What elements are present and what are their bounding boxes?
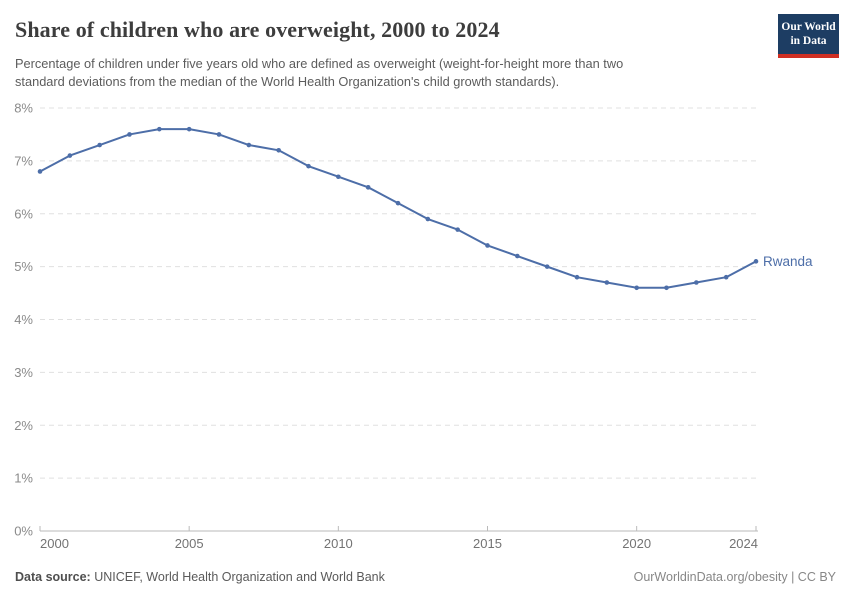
data-point-marker [515, 253, 520, 259]
chart-subtitle: Percentage of children under five years … [15, 56, 624, 90]
data-point-marker [485, 243, 490, 248]
data-point-marker [276, 148, 281, 153]
x-axis-tick-label: 2000 [40, 536, 69, 551]
data-point-marker [395, 200, 401, 206]
data-source-value: UNICEF, World Health Organization and Wo… [94, 570, 385, 584]
chart-footer: Data source: UNICEF, World Health Organi… [15, 570, 836, 584]
y-axis-tick-label: 8% [14, 101, 33, 116]
data-point-marker [634, 285, 639, 291]
y-axis-tick-label: 4% [14, 312, 33, 327]
y-axis-tick-label: 2% [14, 418, 33, 433]
data-source-note: Data source: UNICEF, World Health Organi… [15, 570, 385, 584]
y-axis-tick-label: 1% [14, 471, 33, 486]
x-axis-tick-label: 2024 [729, 536, 758, 551]
data-source-label: Data source: [15, 570, 91, 584]
data-point-marker [127, 132, 132, 137]
y-axis-tick-label: 7% [14, 153, 33, 168]
data-point-marker [37, 169, 43, 174]
owid-logo[interactable]: Our World in Data [778, 14, 839, 58]
chart-canvas: 0% 1% 2% 3% 4% 5% 6% 7% 8% 2000 2005 2010 2015 2020 20… [14, 101, 813, 552]
data-point-marker [574, 274, 580, 280]
data-point-marker [604, 280, 610, 285]
data-point-marker [186, 126, 192, 132]
owid-logo-line2: in Data [790, 35, 827, 48]
y-axis-tick-label: 5% [14, 259, 33, 274]
y-axis-tick-label: 0% [14, 524, 33, 539]
owid-logo-line1: Our World [781, 21, 836, 33]
x-axis-tick-label: 2015 [473, 536, 502, 551]
data-point-marker [723, 274, 729, 280]
x-axis-tick-label: 2010 [324, 536, 353, 551]
x-axis-tick-label: 2020 [622, 536, 651, 551]
data-point-marker [694, 280, 699, 285]
data-point-marker [544, 264, 550, 269]
data-point-marker [336, 174, 341, 180]
data-point-marker [97, 142, 102, 148]
data-point-marker [664, 285, 669, 291]
data-point-marker [753, 259, 759, 264]
data-point-marker [157, 126, 162, 132]
data-point-marker [425, 216, 431, 222]
series-end-label-rwanda: Rwanda [763, 254, 813, 269]
data-point-marker [216, 132, 222, 137]
data-point-marker [365, 185, 371, 190]
data-point-marker [67, 153, 73, 158]
page-title: Share of children who are overweight, 20… [15, 17, 500, 42]
x-axis-tick-label: 2005 [175, 536, 204, 551]
y-axis-tick-label: 3% [14, 365, 33, 380]
data-line-rwanda[interactable] [39, 128, 757, 289]
data-point-marker [455, 227, 460, 232]
y-axis-tick-label: 6% [14, 206, 33, 221]
data-point-marker [306, 163, 311, 169]
data-point-marker [246, 142, 252, 148]
credit-line: OurWorldinData.org/obesity | CC BY [633, 570, 836, 584]
